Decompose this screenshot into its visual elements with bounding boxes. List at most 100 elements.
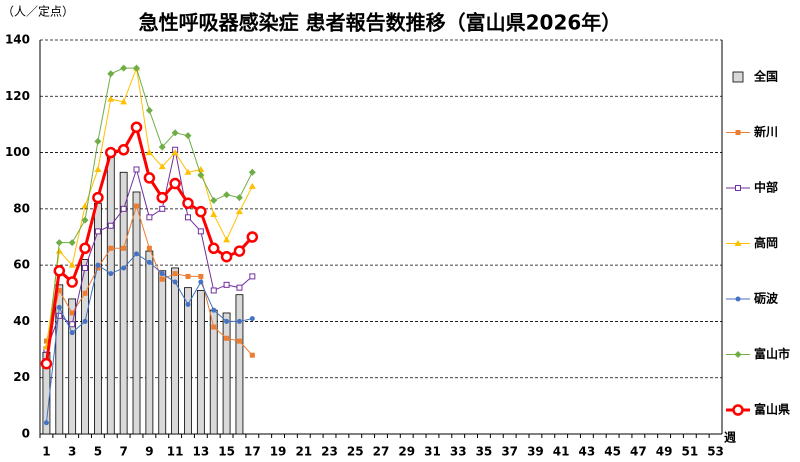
point xyxy=(69,310,75,316)
bar xyxy=(68,298,77,435)
point xyxy=(55,247,63,254)
point xyxy=(145,106,153,114)
point xyxy=(117,144,130,156)
legend-marker xyxy=(735,296,741,302)
chart-title: 急性呼吸器感染症 患者報告数推移（富山県2026年） xyxy=(139,11,622,35)
point xyxy=(134,203,140,209)
point xyxy=(158,143,166,151)
point xyxy=(171,129,179,137)
point xyxy=(159,271,165,277)
bar xyxy=(222,312,231,435)
x-tick-label: 7 xyxy=(119,445,127,459)
point xyxy=(56,312,63,319)
point xyxy=(210,196,218,204)
point xyxy=(195,205,207,218)
point xyxy=(95,262,101,268)
point xyxy=(210,210,218,217)
legend-marker xyxy=(734,351,742,358)
point xyxy=(94,165,102,172)
point xyxy=(198,273,204,279)
point xyxy=(224,335,230,341)
point xyxy=(172,279,178,285)
point xyxy=(211,324,217,330)
point xyxy=(249,352,255,358)
point xyxy=(40,357,53,370)
point xyxy=(56,304,62,310)
x-tick-label: 53 xyxy=(707,445,724,459)
point xyxy=(134,251,140,257)
point xyxy=(198,279,204,285)
point xyxy=(94,137,102,145)
point xyxy=(210,287,217,294)
x-tick-label: 47 xyxy=(630,445,647,459)
point xyxy=(108,245,114,251)
point xyxy=(182,197,194,209)
bar xyxy=(81,259,89,435)
point xyxy=(185,273,191,279)
x-tick-label: 15 xyxy=(218,445,235,459)
point xyxy=(121,245,127,251)
point xyxy=(184,168,192,175)
point xyxy=(156,191,168,204)
legend-label: 富山市 xyxy=(754,346,790,361)
x-tick-label: 51 xyxy=(681,445,698,459)
x-axis-label: 週 xyxy=(724,430,736,445)
point xyxy=(82,264,89,271)
point xyxy=(69,321,76,328)
y-tick-label: 80 xyxy=(13,201,30,215)
point xyxy=(43,338,49,344)
point xyxy=(248,168,256,176)
point xyxy=(130,121,143,133)
x-tick-label: 9 xyxy=(145,445,153,459)
point xyxy=(43,420,49,426)
point xyxy=(92,191,104,204)
point xyxy=(249,316,255,322)
legend-label: 砺波 xyxy=(754,291,779,306)
point xyxy=(133,166,140,173)
point xyxy=(197,228,204,235)
x-tick-label: 13 xyxy=(192,445,209,459)
point xyxy=(145,149,153,156)
bar xyxy=(106,149,115,435)
point xyxy=(79,242,91,255)
point xyxy=(82,290,88,296)
point xyxy=(223,191,231,199)
point xyxy=(235,208,243,215)
legend-marker xyxy=(732,404,744,416)
point xyxy=(120,205,127,212)
point xyxy=(159,276,165,282)
legend-marker xyxy=(735,130,741,135)
point xyxy=(56,287,62,293)
point xyxy=(236,284,243,291)
x-tick-label: 5 xyxy=(94,445,102,459)
point xyxy=(94,228,101,235)
x-tick-label: 1 xyxy=(42,445,50,459)
point xyxy=(120,98,128,105)
point xyxy=(143,172,156,184)
x-tick-label: 11 xyxy=(167,445,184,459)
legend-label: 全国 xyxy=(753,69,778,84)
bar xyxy=(184,287,192,435)
point xyxy=(82,318,88,324)
y-tick-label: 40 xyxy=(13,314,30,328)
y-tick-label: 20 xyxy=(13,370,30,384)
legend-marker xyxy=(735,185,741,191)
point xyxy=(146,259,152,265)
x-tick-label: 29 xyxy=(398,445,415,459)
y-axis-label: （人／定点） xyxy=(2,4,74,19)
x-tick-label: 37 xyxy=(501,445,518,459)
point xyxy=(107,95,115,102)
y-tick-label: 60 xyxy=(13,258,30,272)
bar xyxy=(171,267,180,435)
point xyxy=(158,163,166,170)
y-tick-label: 120 xyxy=(5,89,30,103)
point xyxy=(223,281,230,288)
x-tick-label: 33 xyxy=(450,445,467,459)
point xyxy=(211,307,217,313)
y-tick-label: 0 xyxy=(22,427,30,441)
point xyxy=(146,245,152,251)
point xyxy=(108,271,114,277)
point xyxy=(224,318,230,324)
x-tick-label: 27 xyxy=(373,445,390,459)
point xyxy=(220,250,233,263)
